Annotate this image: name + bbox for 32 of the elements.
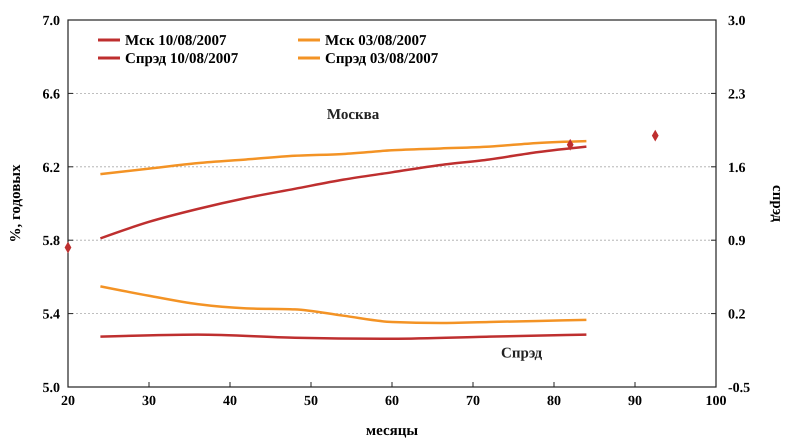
x-axis-title: месяцы — [366, 423, 418, 439]
x-tick-label: 50 — [304, 394, 318, 409]
legend-label: Мск 03/08/2007 — [325, 33, 428, 49]
x-tick-label: 90 — [628, 394, 642, 409]
y-axis-title: %, годовых — [8, 164, 24, 243]
y2-axis-title: спрэд — [769, 185, 785, 222]
line-series — [99, 140, 588, 176]
x-tick-label: 70 — [466, 394, 480, 409]
annotation: Москва — [326, 107, 380, 124]
y2-tick-label: 3.0 — [728, 14, 746, 29]
x-tick-label: 80 — [547, 394, 561, 409]
y2-tick-label: 0.9 — [728, 234, 746, 250]
y-tick-label: 6.2 — [42, 160, 60, 176]
y-tick-label: 5.4 — [42, 308, 60, 323]
x-tick-label: 20 — [61, 394, 75, 409]
y-tick-label: 6.6 — [42, 87, 60, 102]
x-tick-label: 100 — [706, 394, 726, 409]
x-tick-label: 60 — [385, 394, 399, 409]
y-tick-label: 5.0 — [42, 381, 60, 396]
annotation: Спрэд — [501, 346, 543, 362]
legend-label: Мск 10/08/2007 — [125, 33, 228, 49]
x-tick-label: 30 — [142, 394, 156, 409]
line-series — [99, 285, 588, 324]
y-tick-label: 5.8 — [42, 234, 60, 250]
y2-tick-label: 2.3 — [728, 87, 746, 102]
y2-tick-label: 1.6 — [728, 160, 746, 176]
legend-label: Спрэд 10/08/2007 — [125, 51, 239, 67]
x-tick-label: 40 — [223, 394, 237, 409]
y2-tick-label: -0.5 — [728, 381, 750, 396]
legend-label: Спрэд 03/08/2007 — [325, 51, 439, 67]
y-tick-label: 7.0 — [42, 14, 60, 29]
y2-tick-label: 0.2 — [728, 308, 746, 323]
